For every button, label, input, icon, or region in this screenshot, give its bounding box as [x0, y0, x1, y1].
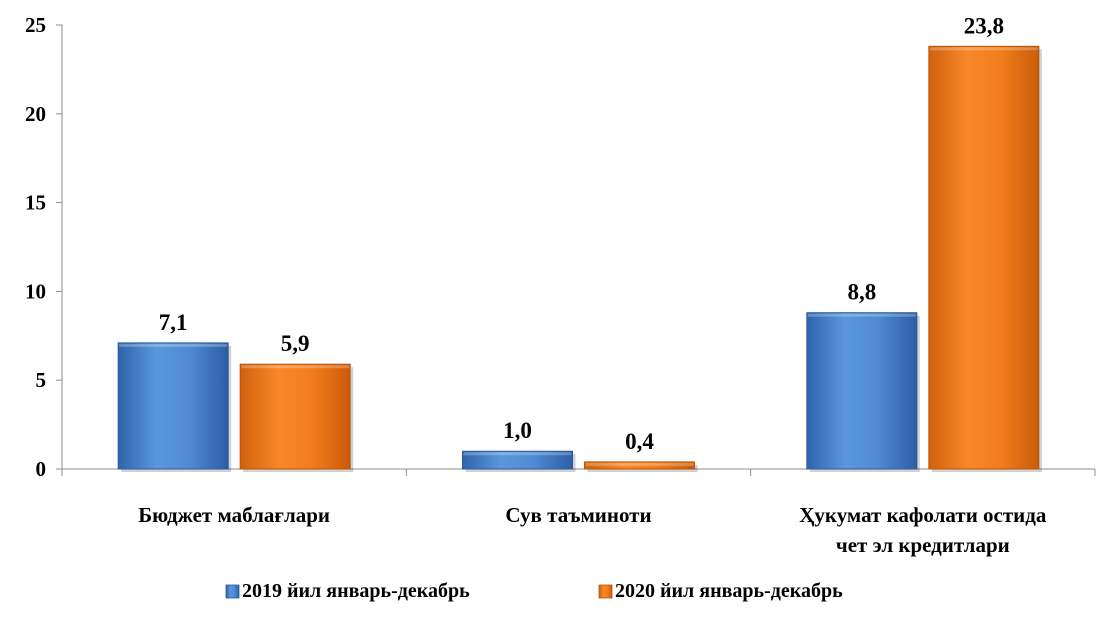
bar-2019-1	[462, 450, 573, 470]
bar-2019-0	[117, 342, 229, 470]
category-label: Ҳукумат кафолати остида	[799, 503, 1047, 527]
bar-bevel	[463, 452, 572, 456]
bar-2020-0	[239, 363, 351, 470]
y-tick-label: 10	[25, 279, 46, 303]
bar-2020-1	[584, 461, 695, 470]
bar-2020-2	[928, 45, 1040, 470]
category-label: Сув таъминоти	[505, 503, 651, 527]
data-label: 23,8	[964, 13, 1004, 38]
data-label: 1,0	[503, 418, 532, 443]
y-tick-label: 5	[36, 368, 47, 392]
data-label: 0,4	[625, 429, 654, 454]
y-tick-label: 0	[36, 457, 47, 481]
data-label: 7,1	[159, 310, 188, 335]
bar-bevel	[807, 313, 916, 317]
y-tick-label: 15	[25, 191, 46, 215]
bars	[117, 45, 1042, 472]
y-tick-label: 25	[25, 13, 46, 37]
bar-bevel	[241, 365, 350, 369]
axes: 0 5 10 15 20 25	[25, 13, 1096, 481]
y-tick-label: 20	[25, 102, 46, 126]
legend-label-2020: 2020 йил январь-декабрь	[615, 580, 843, 602]
data-label: 5,9	[281, 331, 310, 356]
labels: 7,1 5,9 Бюджет маблағлари 1,0 0,4 Сув таъмино…	[138, 13, 1047, 557]
legend: 2019 йил январь-декабрь 2020 йил январь-д…	[225, 580, 843, 602]
bar-2019-2	[806, 312, 918, 470]
bar-bevel	[119, 343, 228, 347]
category-label: Бюджет маблағлари	[138, 503, 330, 527]
legend-swatch-2020	[598, 584, 613, 599]
data-label: 8,8	[847, 280, 876, 305]
legend-swatch-2019	[225, 584, 240, 599]
bar-bevel	[585, 462, 694, 466]
bar-bevel	[929, 47, 1038, 51]
category-label: чет эл кредитлари	[836, 533, 1010, 557]
legend-label-2019: 2019 йил январь-декабрь	[242, 580, 470, 602]
